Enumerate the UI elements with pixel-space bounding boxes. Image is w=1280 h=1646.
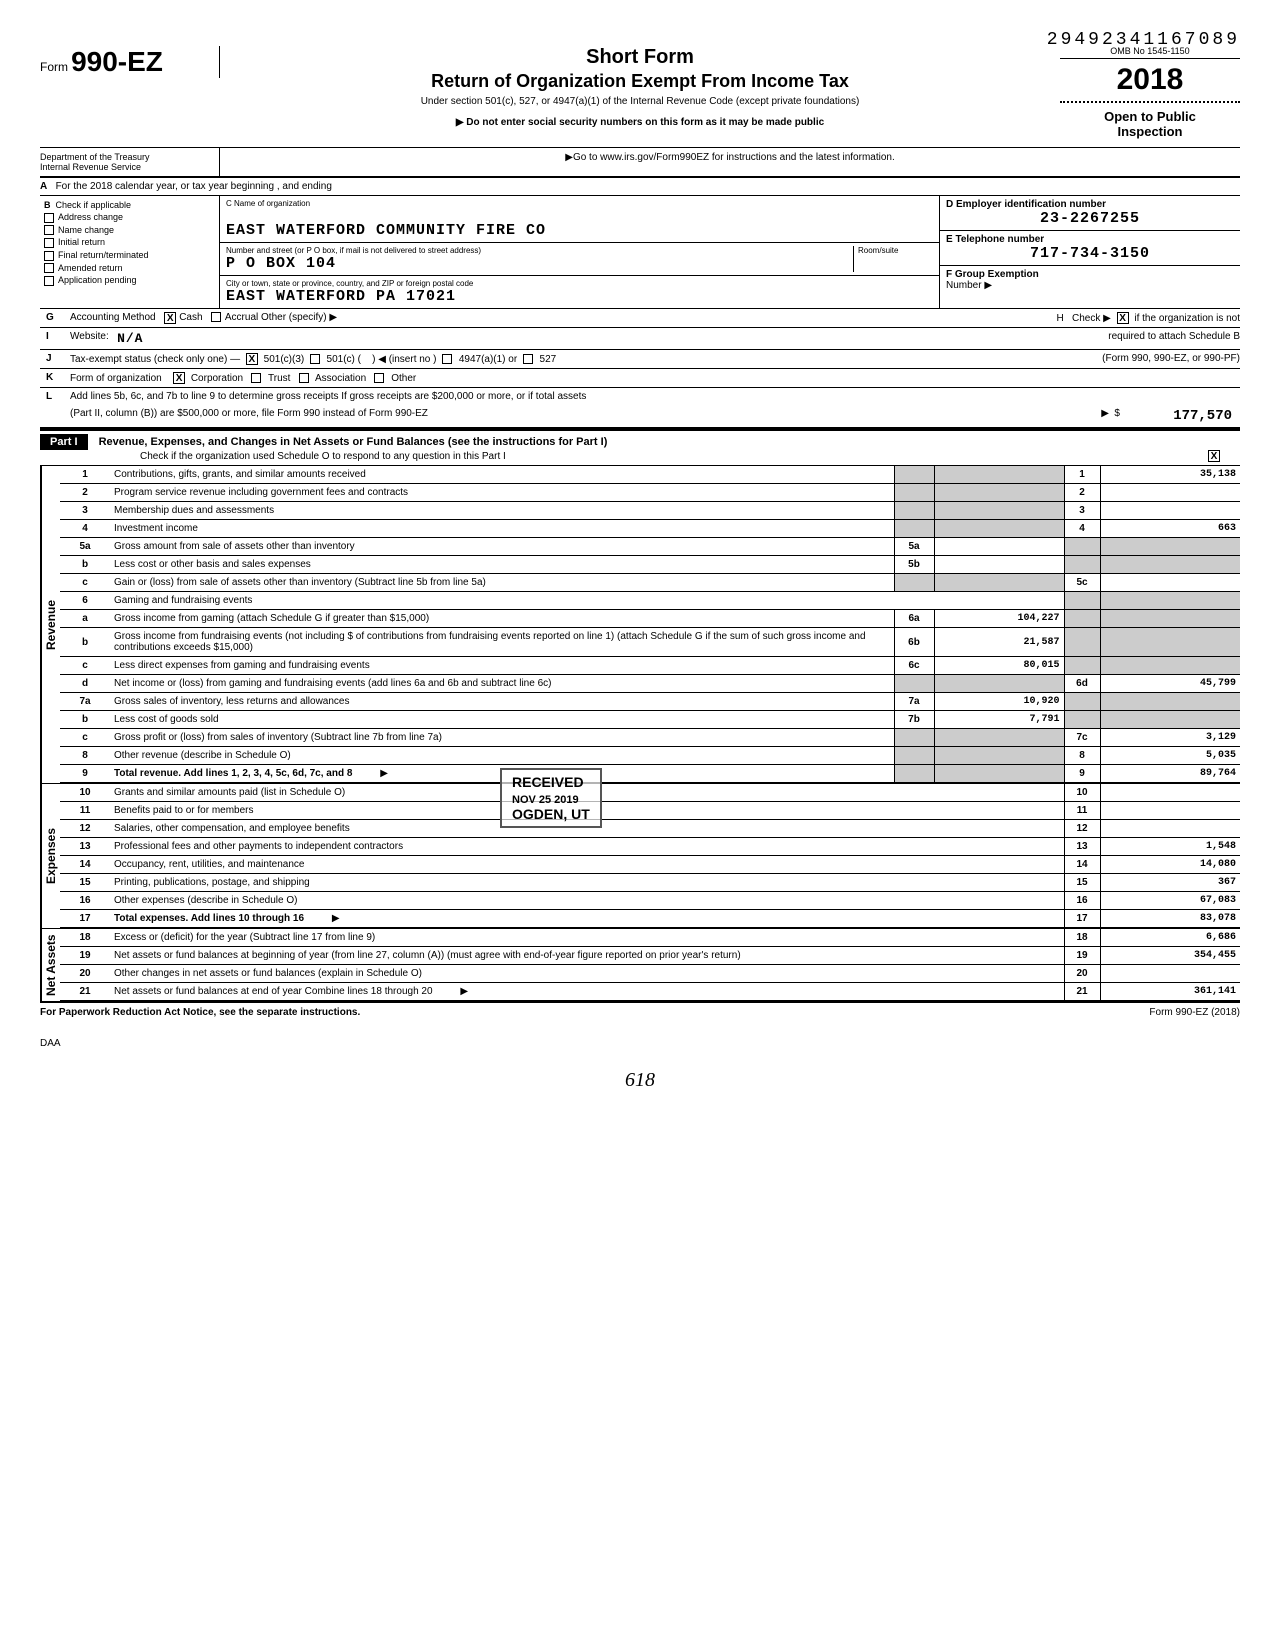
phone: 717-734-3150 [946,245,1234,262]
note-ssn: ▶ Do not enter social security numbers o… [235,117,1045,128]
checkbox-amended[interactable] [44,263,54,273]
checkbox-accrual[interactable] [211,312,221,322]
label-room: Room/suite [858,246,933,255]
checkbox-trust[interactable] [251,373,261,383]
part1-header: Part I Revenue, Expenses, and Changes in… [40,429,1240,466]
checkbox-address-change[interactable] [44,213,54,223]
footer-paperwork: For Paperwork Reduction Act Notice, see … [40,1007,360,1018]
revenue-table: 1Contributions, gifts, grants, and simil… [60,466,1240,783]
label-accounting: Accounting Method [70,312,156,324]
row-j: Tax-exempt status (check only one) — X 5… [70,353,556,365]
row-l2: (Part II, column (B)) are $500,000 or mo… [70,408,428,424]
title-main: Return of Organization Exempt From Incom… [235,71,1045,92]
handwritten-bottom: 618 [40,1069,1240,1092]
checkbox-app-pending[interactable] [44,276,54,286]
label-city: City or town, state or province, country… [226,279,933,288]
checkbox-4947[interactable] [442,354,452,364]
expenses-table: 10Grants and similar amounts paid (list … [60,784,1240,928]
checkbox-527[interactable] [523,354,533,364]
title-short-form: Short Form [235,46,1045,69]
row-h-cont2: (Form 990, 990-EZ, or 990-PF) [1102,353,1240,365]
row-h-cont: required to attach Schedule B [1108,331,1240,346]
label-d-ein: D Employer identification number [946,199,1234,210]
website-value: N/A [117,331,143,346]
checkbox-501c[interactable] [310,354,320,364]
row-h: H Check ▶ X if the organization is not [1056,312,1240,324]
stamp-received: RECEIVED NOV 25 2019 OGDEN, UT [500,768,602,828]
label-f-number: Number ▶ [946,280,1234,291]
open-to-public: Open to PublicInspection [1060,109,1240,139]
checkbox-final-return[interactable] [44,251,54,261]
checkbox-schedule-b[interactable]: X [1117,312,1129,324]
net-assets-label: Net Assets [41,929,60,1001]
revenue-label: Revenue [41,466,60,783]
section-b-row: B Check if applicable Address change Nam… [40,196,1240,309]
row-k: Form of organization X Corporation Trust… [70,372,416,384]
dept-treasury: Department of the TreasuryInternal Reven… [40,148,220,176]
footer-form: Form 990-EZ (2018) [1149,1007,1240,1018]
label-c-name: C Name of organization [226,199,933,208]
checkbox-cash[interactable]: X [164,312,176,324]
footer-daa: DAA [40,1038,1240,1049]
form-number: 990-EZ [71,46,163,77]
label-website: Website: [70,331,109,346]
checkbox-initial-return[interactable] [44,238,54,248]
form-header: Form 990-EZ Short Form Return of Organiz… [40,46,1240,139]
gross-receipts: 177,570 [1120,408,1240,424]
check-if-applicable: Check if applicable [56,200,132,210]
checkbox-assoc[interactable] [299,373,309,383]
city-state-zip: EAST WATERFORD PA 17021 [226,288,933,305]
goto-url: ▶Go to www.irs.gov/Form990EZ for instruc… [220,148,1240,176]
net-assets-table: 18Excess or (deficit) for the year (Subt… [60,929,1240,1001]
checkbox-schedule-o[interactable]: X [1208,450,1220,462]
label-e-phone: E Telephone number [946,234,1234,245]
checkbox-name-change[interactable] [44,225,54,235]
address: P O BOX 104 [226,255,853,272]
org-name: EAST WATERFORD COMMUNITY FIRE CO [226,222,933,239]
checkbox-other[interactable] [374,373,384,383]
section-a: A For the 2018 calendar year, or tax yea… [40,178,1240,196]
subtitle: Under section 501(c), 527, or 4947(a)(1)… [235,96,1045,107]
expenses-label: Expenses [41,784,60,928]
label-address: Number and street (or P O box, if mail i… [226,246,853,255]
row-l1: Add lines 5b, 6c, and 7b to line 9 to de… [70,391,586,402]
omb-number: OMB No 1545-1150 [1060,46,1240,59]
ein: 23-2267255 [946,210,1234,227]
tax-year: 2018 [1060,59,1240,103]
checkbox-corp[interactable]: X [173,372,185,384]
checkbox-501c3[interactable]: X [246,353,258,365]
form-label: Form [40,60,68,74]
label-f-group: F Group Exemption [946,269,1234,280]
